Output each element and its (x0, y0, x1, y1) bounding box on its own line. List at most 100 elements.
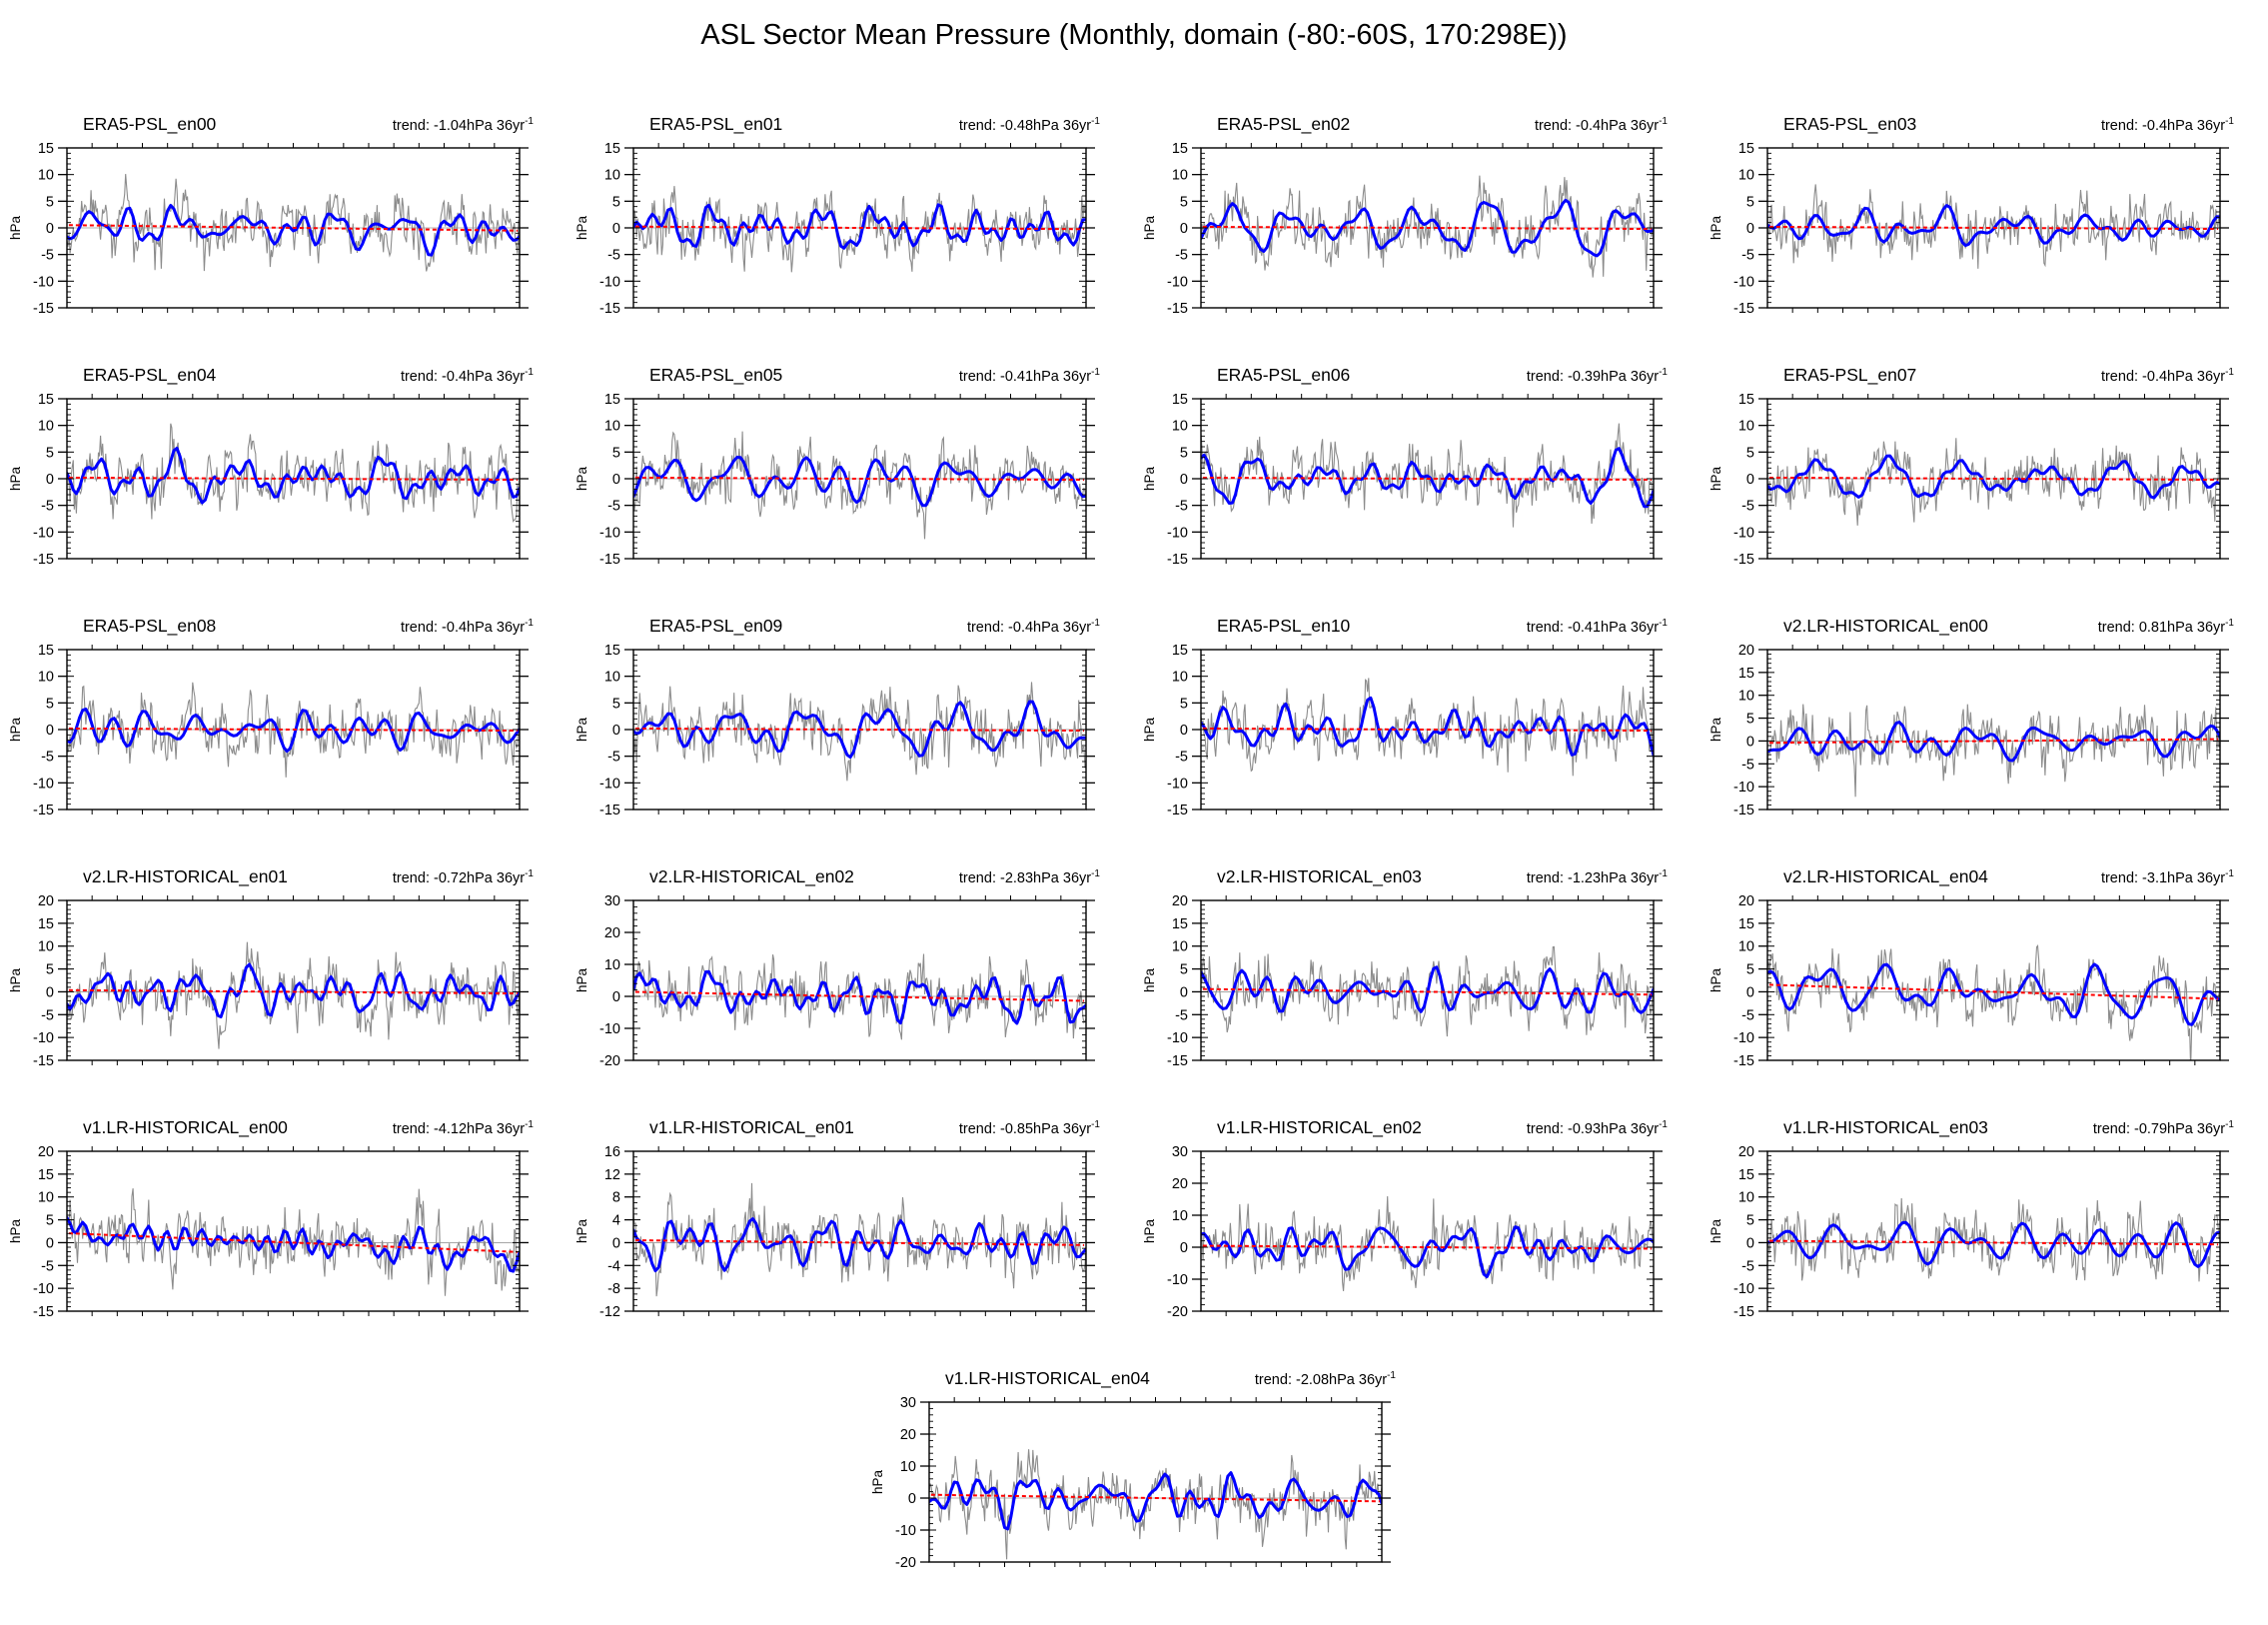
y-tick-label: -15 (33, 803, 54, 818)
trend-label: trend: -0.72hPa 36yr-1 (393, 868, 535, 886)
trend-line (1768, 476, 2219, 482)
y-tick-label: 10 (38, 670, 54, 686)
smoothed-series-line (67, 204, 520, 257)
trend-label: trend: -0.4hPa 36yr-1 (1535, 116, 1668, 134)
y-tick-label: -10 (33, 525, 54, 541)
panel-title: ERA5-PSL_en01 (649, 114, 782, 135)
y-tick-label: -5 (607, 499, 620, 515)
smoothed-series-line (633, 969, 1086, 1025)
y-tick-label: 10 (38, 1190, 54, 1206)
y-tick-label: -10 (1167, 1272, 1188, 1288)
trend-line (1202, 476, 1653, 482)
smoothed-series-line (67, 708, 520, 754)
y-tick-label: 0 (46, 723, 54, 739)
y-tick-label: -20 (1167, 1304, 1188, 1320)
y-tick-label: 0 (1180, 221, 1188, 237)
y-tick-label: 16 (604, 1144, 620, 1160)
y-tick-label: 10 (1172, 670, 1188, 686)
chart-panel: ERA5-PSL_en03 trend: -0.4hPa 36yr-1 -15 -10… (1708, 114, 2234, 317)
y-tick-label: 10 (1738, 689, 1754, 705)
panel-title: ERA5-PSL_en07 (1783, 365, 1916, 386)
smoothed-series-line (1767, 454, 2220, 500)
y-axis-unit-label: hPa (1708, 718, 1723, 743)
trend-line (634, 990, 1085, 1002)
y-tick-label: 20 (1172, 1176, 1188, 1192)
series-group (633, 953, 1086, 1040)
y-tick-label: -5 (41, 1007, 54, 1023)
panel-title: ERA5-PSL_en02 (1217, 114, 1350, 135)
chart-panel: ERA5-PSL_en05 trend: -0.41hPa 36yr-1 -15 -1… (574, 365, 1100, 568)
monthly-series-line (1767, 704, 2220, 798)
monthly-series-line (67, 1188, 520, 1296)
series-group (633, 186, 1086, 273)
trend-label: trend: -0.48hPa 36yr-1 (959, 116, 1101, 134)
chart-panel: v2.LR-HISTORICAL_en02 trend: -2.83hPa 36y… (574, 866, 1100, 1069)
panel-title: ERA5-PSL_en09 (649, 616, 782, 637)
y-tick-label: 30 (604, 893, 620, 909)
y-tick-label: 10 (604, 670, 620, 686)
y-tick-label: 20 (1738, 1144, 1754, 1160)
trend-label: trend: -1.23hPa 36yr-1 (1527, 868, 1669, 886)
y-tick-label: 10 (1172, 168, 1188, 184)
y-tick-label: 15 (38, 392, 54, 408)
y-tick-label: 15 (1172, 141, 1188, 157)
chart-panel: v2.LR-HISTORICAL_en01 trend: -0.72hPa 36y… (8, 866, 534, 1069)
y-tick-label: -5 (41, 750, 54, 766)
y-tick-label: 15 (38, 643, 54, 659)
y-tick-label: 5 (1746, 194, 1754, 210)
series-group (67, 423, 520, 523)
trend-label: trend: -3.1hPa 36yr-1 (2101, 868, 2234, 886)
chart-panel: ERA5-PSL_en07 trend: -0.4hPa 36yr-1 -15 -10… (1708, 365, 2234, 568)
chart-panel: ERA5-PSL_en06 trend: -0.39hPa 36yr-1 -15 -1… (1142, 365, 1668, 568)
monthly-series-line (1201, 1195, 1654, 1291)
y-axis-unit-label: hPa (8, 968, 23, 993)
y-tick-label: 5 (46, 696, 54, 712)
panel-title: v1.LR-HISTORICAL_en03 (1783, 1117, 1988, 1138)
smoothed-series-line (1767, 962, 2220, 1026)
y-axis-unit-label: hPa (1142, 1219, 1157, 1244)
y-tick-label: 5 (612, 194, 620, 210)
monthly-series-line (1201, 678, 1654, 777)
y-axis-unit-label: hPa (1708, 968, 1723, 993)
y-tick-label: 10 (900, 1459, 916, 1475)
chart-panel: v2.LR-HISTORICAL_en03 trend: -1.23hPa 36y… (1142, 866, 1668, 1069)
y-tick-label: -15 (33, 1053, 54, 1069)
y-axis-unit-label: hPa (8, 467, 23, 492)
panel-title: ERA5-PSL_en10 (1217, 616, 1351, 637)
y-tick-label: 15 (38, 1167, 54, 1183)
trend-line (930, 1493, 1381, 1503)
y-tick-label: 8 (612, 1190, 620, 1206)
y-tick-label: -10 (895, 1523, 916, 1539)
chart-panel: ERA5-PSL_en01 trend: -0.48hPa 36yr-1 -15 -1… (574, 114, 1100, 317)
panel-title: ERA5-PSL_en04 (83, 365, 217, 386)
y-tick-label: 15 (604, 141, 620, 157)
smoothed-series-line (1201, 447, 1654, 509)
smoothed-series-line (633, 456, 1086, 508)
trend-label: trend: -0.85hPa 36yr-1 (959, 1119, 1101, 1137)
y-tick-label: 10 (1738, 419, 1754, 435)
y-tick-label: 10 (38, 939, 54, 955)
series-group (633, 682, 1086, 782)
y-tick-label: -15 (1733, 1053, 1754, 1069)
y-tick-label: 0 (1746, 472, 1754, 488)
y-tick-label: -10 (1167, 1030, 1188, 1046)
y-axis-unit-label: hPa (574, 216, 589, 241)
smoothed-series-line (1767, 204, 2220, 248)
chart-panel: v1.LR-HISTORICAL_en00 trend: -4.12hPa 36y… (8, 1117, 534, 1320)
y-tick-label: 0 (46, 472, 54, 488)
y-tick-label: -10 (599, 274, 620, 290)
y-tick-label: 5 (46, 194, 54, 210)
trend-label: trend: -0.4hPa 36yr-1 (967, 618, 1100, 636)
figure-title: ASL Sector Mean Pressure (Monthly, domai… (700, 19, 1567, 51)
y-tick-label: -15 (1167, 552, 1188, 568)
y-tick-label: -10 (1167, 776, 1188, 792)
y-tick-label: -5 (1741, 499, 1754, 515)
chart-panel: v1.LR-HISTORICAL_en01 trend: -0.85hPa 36y… (574, 1117, 1100, 1320)
y-tick-label: 10 (1738, 168, 1754, 184)
y-tick-label: -15 (33, 301, 54, 317)
y-tick-label: -15 (33, 1304, 54, 1320)
panel-title: v2.LR-HISTORICAL_en04 (1783, 866, 1988, 887)
y-tick-label: 15 (38, 916, 54, 932)
trend-line (1768, 225, 2219, 231)
